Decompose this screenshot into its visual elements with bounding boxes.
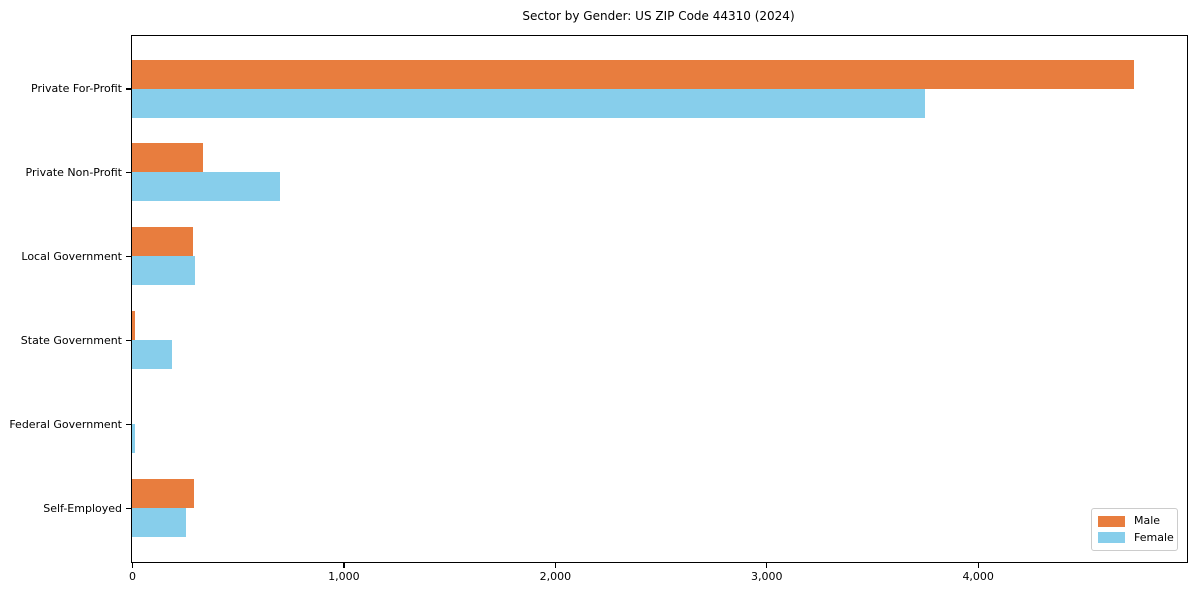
bar-female-local-government: [132, 256, 196, 286]
y-tick-mark-self-employed: [126, 507, 131, 510]
x-tick-mark-1-000: [343, 563, 345, 568]
y-tick-mark-federal-government: [126, 424, 131, 426]
legend-swatch-female-icon: [1098, 532, 1125, 544]
y-tick-label-private-for-profit: Private For-Profit: [31, 82, 122, 95]
bar-male-private-for-profit: [132, 59, 1135, 89]
y-tick-mark-state-government: [126, 340, 131, 342]
bar-female-federal-government: [132, 424, 136, 454]
legend-label-male: Male: [1134, 514, 1161, 528]
chart-title: Sector by Gender: US ZIP Code 44310 (202…: [522, 9, 795, 23]
y-tick-label-self-employed: Self-Employed: [43, 501, 122, 515]
y-tick-label-federal-government: Federal Government: [9, 417, 122, 431]
y-tick-label-state-government: State Government: [20, 333, 122, 347]
bar-female-state-government: [132, 340, 173, 370]
x-tick-label-3-000: 3,000: [751, 570, 783, 583]
legend-item-male: Male: [1098, 515, 1171, 527]
bar-female-private-for-profit: [132, 88, 925, 118]
bar-male-state-government: [132, 311, 135, 341]
bar-male-private-non-profit: [132, 143, 203, 173]
legend-label-female: Female: [1134, 530, 1174, 544]
x-tick-label-0: 0: [129, 570, 136, 583]
y-tick-mark-local-government: [126, 256, 131, 258]
bar-male-local-government: [132, 227, 194, 257]
bar-male-self-employed: [132, 479, 195, 508]
x-tick-label-2-000: 2,000: [539, 570, 572, 583]
y-tick-mark-private-non-profit: [126, 172, 131, 174]
y-tick-label-private-non-profit: Private Non-Profit: [25, 165, 122, 179]
x-tick-label-1-000: 1,000: [328, 570, 360, 583]
legend-item-female: Female: [1098, 530, 1174, 544]
x-tick-label-4-000: 4,000: [962, 570, 994, 583]
plot-area: [131, 35, 1188, 563]
y-tick-label-local-government: Local Government: [21, 249, 122, 263]
legend: Male Female: [1091, 508, 1178, 551]
x-tick-mark-0: [131, 563, 134, 568]
x-tick-mark-3-000: [766, 563, 768, 568]
y-tick-mark-private-for-profit: [126, 88, 131, 90]
bar-female-private-non-profit: [132, 172, 280, 202]
x-tick-mark-2-000: [554, 563, 556, 568]
bar-female-self-employed: [132, 508, 186, 537]
x-tick-mark-4-000: [977, 563, 979, 568]
legend-swatch-male-icon: [1098, 515, 1125, 527]
